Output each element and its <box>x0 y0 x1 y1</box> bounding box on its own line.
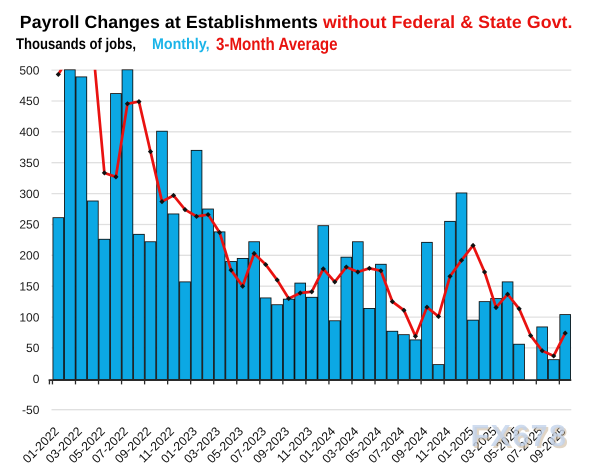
svg-text:200: 200 <box>19 249 39 263</box>
svg-text:450: 450 <box>19 94 39 108</box>
svg-text:FX678: FX678 <box>473 421 570 455</box>
svg-text:400: 400 <box>19 125 39 139</box>
svg-text:350: 350 <box>19 156 39 170</box>
svg-text:0: 0 <box>33 372 40 386</box>
svg-text:250: 250 <box>19 218 39 232</box>
svg-text:-50: -50 <box>22 403 40 417</box>
svg-text:150: 150 <box>19 279 39 293</box>
svg-text:100: 100 <box>19 310 39 324</box>
svg-text:300: 300 <box>19 187 39 201</box>
svg-text:500: 500 <box>19 63 39 77</box>
svg-text:50: 50 <box>26 341 40 355</box>
svg-text:FX678: FX678 <box>471 419 568 453</box>
